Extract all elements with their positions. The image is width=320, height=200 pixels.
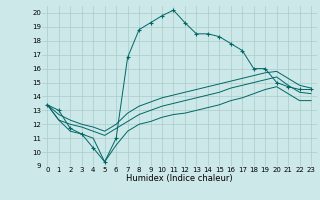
X-axis label: Humidex (Indice chaleur): Humidex (Indice chaleur) xyxy=(126,174,233,183)
